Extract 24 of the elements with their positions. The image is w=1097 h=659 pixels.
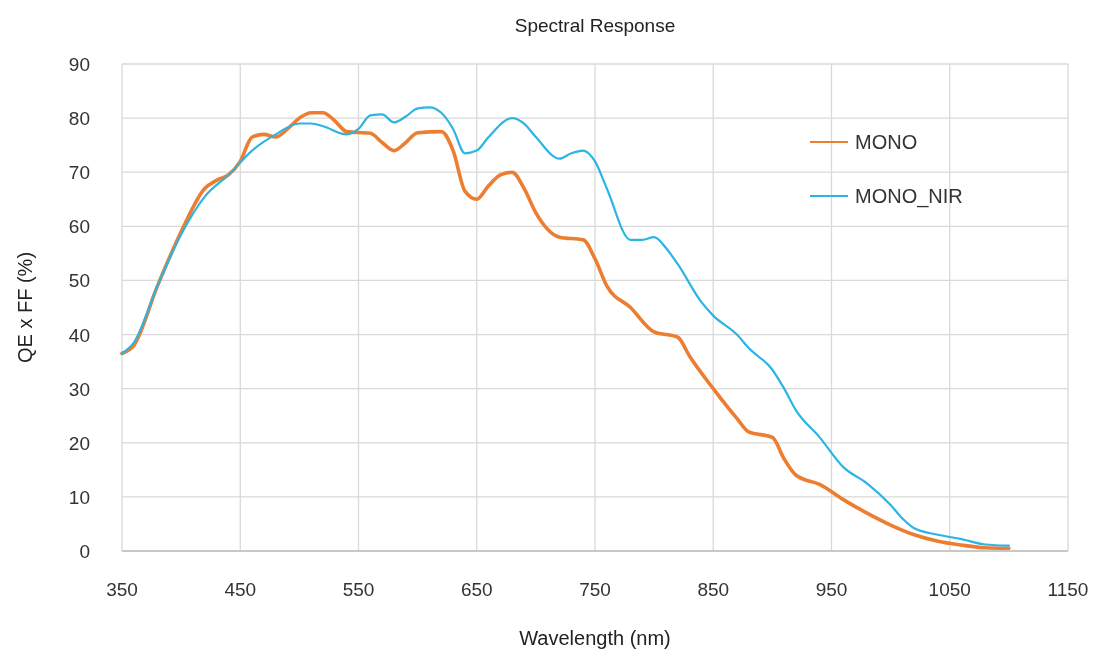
y-tick-label: 40 — [68, 324, 90, 346]
x-tick-label: 850 — [697, 579, 730, 600]
x-tick-label: 1050 — [928, 579, 971, 600]
x-tick-label: 450 — [224, 579, 257, 600]
x-tick-label: 750 — [579, 579, 611, 600]
y-tick-label: 80 — [68, 108, 90, 130]
legend-label: MONO_NIR — [855, 185, 963, 208]
y-tick-label: 70 — [68, 162, 90, 184]
y-axis-title: QE x FF (%) — [14, 251, 36, 364]
x-tick-label: 350 — [106, 579, 138, 600]
y-tick-label: 20 — [68, 432, 90, 454]
x-tick-label: 1150 — [1047, 579, 1089, 600]
y-tick-label: 10 — [68, 486, 90, 508]
y-tick-label: 60 — [68, 216, 90, 238]
y-tick-label: 90 — [68, 54, 90, 75]
x-tick-label: 950 — [815, 579, 848, 600]
chart-title: Spectral Response — [514, 15, 676, 36]
y-tick-label: 50 — [68, 270, 90, 292]
x-tick-label: 650 — [460, 579, 493, 600]
y-tick-label: 30 — [68, 378, 90, 400]
legend-label: MONO — [855, 131, 918, 153]
x-axis-title: Wavelength (nm) — [519, 627, 671, 649]
x-tick-label: 550 — [342, 579, 375, 600]
y-tick-label: 0 — [79, 541, 90, 562]
